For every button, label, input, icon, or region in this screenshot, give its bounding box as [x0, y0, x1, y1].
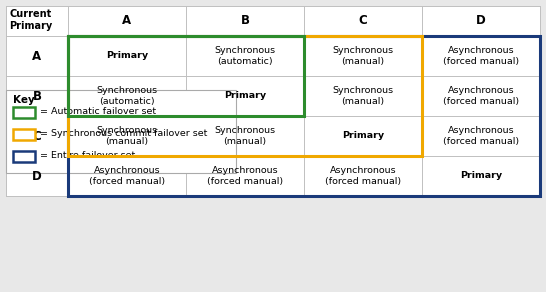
Text: Asynchronous
(forced manual): Asynchronous (forced manual)	[89, 166, 165, 186]
Text: D: D	[32, 169, 42, 182]
Text: = Synchronous commit failover set: = Synchronous commit failover set	[40, 129, 207, 138]
Text: Asynchronous
(forced manual): Asynchronous (forced manual)	[443, 86, 519, 106]
Text: Primary: Primary	[460, 171, 502, 180]
Bar	[6, 90, 236, 173]
Text: Synchronous
(automatic): Synchronous (automatic)	[215, 46, 276, 66]
Bar	[13, 107, 35, 117]
Text: Synchronous
(manual): Synchronous (manual)	[215, 126, 276, 146]
Bar	[6, 6, 540, 196]
Text: Synchronous
(manual): Synchronous (manual)	[333, 46, 394, 66]
Text: A: A	[32, 50, 41, 62]
Bar	[68, 36, 422, 156]
Text: = Automatic failover set: = Automatic failover set	[40, 107, 156, 117]
Text: Current
Primary: Current Primary	[9, 9, 52, 31]
Text: D: D	[476, 15, 486, 27]
Text: Key: Key	[13, 95, 35, 105]
Text: Synchronous
(automatic): Synchronous (automatic)	[97, 86, 158, 106]
Text: C: C	[33, 129, 41, 142]
Text: Asynchronous
(forced manual): Asynchronous (forced manual)	[443, 126, 519, 146]
Text: Synchronous
(manual): Synchronous (manual)	[97, 126, 158, 146]
Text: Asynchronous
(forced manual): Asynchronous (forced manual)	[207, 166, 283, 186]
Bar	[68, 36, 304, 116]
Bar	[68, 36, 540, 196]
Text: Primary: Primary	[224, 91, 266, 100]
Text: A: A	[122, 15, 132, 27]
Text: = Entire failover set: = Entire failover set	[40, 152, 135, 161]
Text: C: C	[359, 15, 367, 27]
Bar	[13, 128, 35, 140]
Text: Asynchronous
(forced manual): Asynchronous (forced manual)	[325, 166, 401, 186]
Text: Primary: Primary	[106, 51, 148, 60]
Text: Primary: Primary	[342, 131, 384, 140]
Text: Asynchronous
(forced manual): Asynchronous (forced manual)	[443, 46, 519, 66]
Text: B: B	[33, 90, 41, 102]
Text: Synchronous
(manual): Synchronous (manual)	[333, 86, 394, 106]
Bar	[13, 150, 35, 161]
Text: B: B	[240, 15, 250, 27]
